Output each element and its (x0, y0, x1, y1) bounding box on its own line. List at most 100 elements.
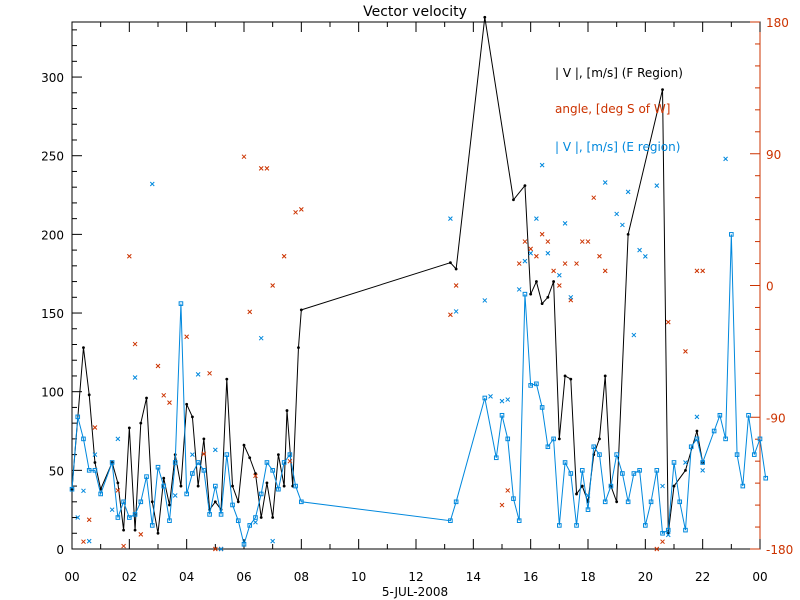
data-point (115, 488, 121, 493)
data-point (637, 247, 642, 253)
x-tick-label: 20 (638, 570, 653, 584)
data-point (654, 546, 660, 552)
data-point (493, 455, 499, 461)
data-point (637, 468, 642, 473)
data-point (551, 268, 556, 274)
data-point (453, 283, 459, 288)
x-tick-label: 00 (64, 570, 79, 584)
data-point (201, 468, 207, 473)
data-point (499, 502, 505, 508)
data-point (522, 258, 528, 264)
data-point (213, 483, 218, 489)
y-left-tick-label: 250 (41, 150, 64, 164)
series-2 (81, 154, 706, 552)
data-point (516, 518, 522, 523)
data-point (241, 154, 247, 160)
data-point (568, 294, 574, 300)
data-point (677, 499, 683, 505)
data-point (626, 232, 630, 236)
y-left-tick-label: 100 (41, 386, 64, 400)
data-point (299, 499, 304, 505)
data-point (522, 239, 528, 244)
data-point (201, 451, 207, 457)
data-point (683, 527, 688, 533)
data-point (92, 468, 98, 473)
data-point (287, 458, 293, 464)
series-3 (75, 156, 728, 552)
chart-title: Vector velocity (363, 4, 467, 20)
data-point (109, 460, 115, 465)
data-point (277, 453, 280, 457)
data-point (132, 375, 138, 380)
data-point (162, 476, 166, 480)
legend-angle: angle, [deg S of W] (555, 102, 670, 116)
data-point (178, 301, 184, 306)
data-point (660, 530, 665, 536)
data-point (688, 444, 694, 450)
data-point (751, 452, 757, 457)
data-point (247, 523, 253, 528)
data-point (660, 483, 665, 489)
data-point (723, 436, 728, 442)
data-point (155, 363, 161, 369)
data-point (545, 444, 551, 450)
y-right-tick-label: -180 (766, 543, 793, 557)
data-point (695, 429, 699, 433)
data-point (271, 516, 275, 519)
series-line (71, 17, 704, 534)
data-point (81, 539, 86, 545)
data-point (184, 334, 190, 340)
data-point (700, 268, 706, 274)
data-point (482, 298, 488, 303)
data-point (172, 460, 178, 465)
data-point (253, 515, 258, 520)
data-point (597, 253, 602, 259)
data-point (293, 483, 298, 489)
x-tick-label: 12 (408, 570, 423, 584)
data-point (574, 523, 579, 528)
data-point (711, 428, 717, 434)
data-point (556, 283, 562, 288)
data-point (723, 156, 728, 162)
data-point (568, 471, 574, 476)
data-point (195, 372, 201, 377)
data-point (212, 546, 218, 552)
data-point (591, 195, 597, 201)
data-point (298, 207, 304, 212)
data-point (218, 546, 224, 552)
data-point (488, 394, 493, 399)
data-point (258, 491, 264, 497)
data-point (661, 88, 664, 92)
data-point (534, 253, 539, 259)
data-point (247, 309, 253, 315)
data-point (86, 517, 92, 523)
data-point (145, 396, 148, 400)
data-point (505, 488, 511, 493)
data-point (734, 452, 740, 457)
data-point (694, 414, 700, 420)
data-point (603, 374, 607, 378)
data-point (700, 460, 705, 465)
data-point (161, 392, 167, 398)
data-point (757, 436, 763, 442)
data-point (241, 541, 247, 547)
data-point (665, 319, 671, 325)
data-point (282, 484, 286, 488)
x-tick-label: 16 (523, 570, 538, 584)
data-point (546, 295, 550, 299)
data-point (585, 239, 591, 244)
data-point (562, 221, 568, 226)
data-point (574, 261, 579, 266)
data-point (133, 528, 137, 532)
data-point (562, 261, 568, 266)
data-point (264, 460, 270, 465)
data-point (121, 543, 126, 549)
data-point (81, 488, 86, 494)
data-point (579, 468, 585, 473)
data-point (499, 398, 505, 404)
date-label: 5-JUL-2008 (382, 585, 448, 599)
data-point (258, 335, 264, 341)
data-point (453, 309, 459, 314)
data-point (683, 460, 688, 465)
data-point (516, 287, 522, 292)
